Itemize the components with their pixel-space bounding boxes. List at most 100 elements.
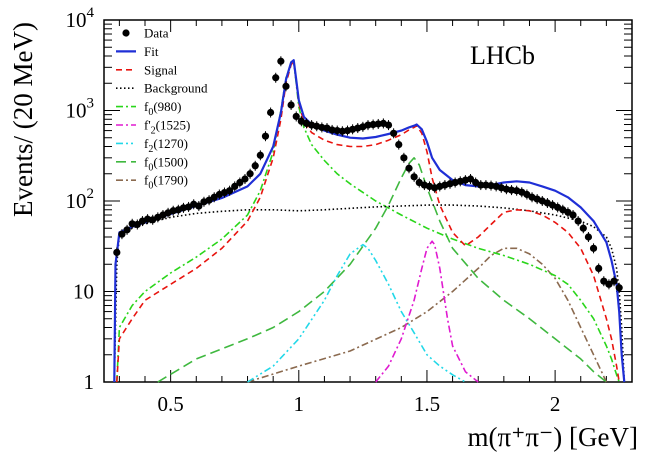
legend-label-main: Fit (144, 44, 159, 59)
legend-item-f0_980: f0(980) (116, 99, 182, 118)
legend-label-main: Signal (144, 62, 178, 77)
series-line-f2p_1525 (375, 240, 479, 383)
legend-item-signal: Signal (116, 62, 178, 77)
legend-label-suffix: (1790) (153, 173, 188, 188)
data-point (615, 284, 623, 292)
legend-label: f0(1500) (144, 154, 188, 173)
data-point (118, 230, 126, 238)
data-points (113, 56, 623, 293)
legend-item-background: Background (116, 81, 208, 96)
data-point (246, 170, 254, 178)
legend-label: f'2(1525) (144, 118, 190, 137)
data-point (231, 182, 239, 190)
legend-label-main: f (144, 154, 149, 169)
data-point (123, 226, 131, 234)
data-point (225, 187, 234, 195)
legend-label-suffix: (1500) (153, 154, 188, 169)
legend-item-f2_1270: f2(1270) (116, 136, 188, 155)
legend-item-f0_1790: f0(1790) (116, 173, 188, 192)
data-point (395, 140, 403, 149)
y-tick-exponent: 4 (87, 5, 95, 21)
legend-label: f0(980) (144, 99, 182, 118)
data-point (405, 164, 413, 172)
data-point (610, 277, 618, 285)
data-point (384, 121, 393, 129)
series-line-f0_1500 (157, 157, 607, 383)
legend-label-main: Background (144, 81, 208, 96)
series-line-f0_1790 (247, 247, 608, 383)
x-tick-labels: 0.5 1 1.5 2 (158, 392, 561, 416)
legend-label: Data (144, 26, 169, 41)
x-axis-label: m(π⁺π⁻) [GeV] (468, 422, 638, 452)
x-tick-label: 1.5 (414, 392, 440, 416)
legend-label: Fit (144, 44, 159, 59)
x-tick-label: 2 (550, 392, 561, 416)
data-point (261, 132, 270, 140)
x-tick-label: 0.5 (158, 392, 184, 416)
legend-item-f2p_1525: f'2(1525) (116, 118, 190, 137)
data-point (195, 202, 203, 210)
legend-label: f0(1790) (144, 173, 188, 192)
data-point (595, 264, 603, 272)
y-tick-exponent: 3 (87, 96, 95, 112)
data-point (241, 175, 249, 183)
legend-label-suffix: (1525) (156, 118, 191, 133)
data-point (256, 151, 264, 159)
y-tick-label: 102 (66, 186, 95, 213)
data-point (251, 162, 259, 170)
data-point (272, 74, 280, 82)
tick-marks (104, 19, 632, 383)
data-point (410, 173, 418, 181)
y-tick-base: 10 (66, 8, 87, 32)
legend-label-main: f' (144, 118, 151, 133)
data-point (277, 57, 285, 65)
legend-label-subscript: 0 (148, 162, 153, 173)
y-tick-base: 10 (66, 189, 87, 213)
data-point (113, 248, 121, 257)
y-tick-base: 1 (84, 370, 95, 394)
legend-label: Background (144, 81, 208, 96)
data-point (584, 233, 593, 241)
series-line-f2_1270 (247, 243, 466, 383)
series-line-background (113, 204, 626, 383)
legend-marker (122, 29, 130, 37)
legend-label-suffix: (980) (153, 99, 181, 114)
data-point (574, 217, 582, 225)
data-point (267, 108, 275, 117)
legend-label-subscript: 0 (148, 181, 153, 192)
y-axis-label: Events/ (20 MeV) (8, 22, 38, 217)
data-point (477, 181, 485, 189)
legend-label-main: f (144, 99, 149, 114)
y-tick-label: 10 (73, 280, 94, 304)
y-tick-base: 10 (73, 280, 94, 304)
data-point (292, 112, 300, 121)
lhcb-label: LHCb (470, 41, 535, 70)
series-line-f0_980 (116, 60, 620, 383)
y-tick-label: 1 (84, 370, 95, 394)
x-tick-label: 1 (294, 392, 305, 416)
legend-label-subscript: 2 (151, 126, 156, 137)
y-tick-exponent: 2 (87, 186, 95, 202)
data-point (287, 101, 295, 109)
data-point (390, 129, 398, 137)
legend: DataFitSignalBackgroundf0(980)f'2(1525)f… (116, 26, 208, 192)
data-point (282, 82, 290, 90)
series-line-fit (113, 59, 626, 383)
legend-label-subscript: 2 (148, 144, 153, 155)
data-point (400, 154, 408, 162)
legend-label-main: f (144, 173, 149, 188)
legend-label: Signal (144, 62, 178, 77)
legend-label-main: f (144, 136, 149, 151)
series-layer (113, 59, 626, 383)
legend-item-fit: Fit (116, 44, 159, 59)
legend-item-f0_1500: f0(1500) (116, 154, 188, 173)
legend-label-suffix: (1270) (153, 136, 188, 151)
y-tick-base: 10 (66, 99, 87, 123)
data-point (579, 224, 587, 232)
y-tick-label: 104 (66, 5, 95, 32)
y-tick-label: 103 (66, 96, 95, 123)
series-line-signal (116, 60, 620, 383)
data-point (589, 244, 598, 252)
